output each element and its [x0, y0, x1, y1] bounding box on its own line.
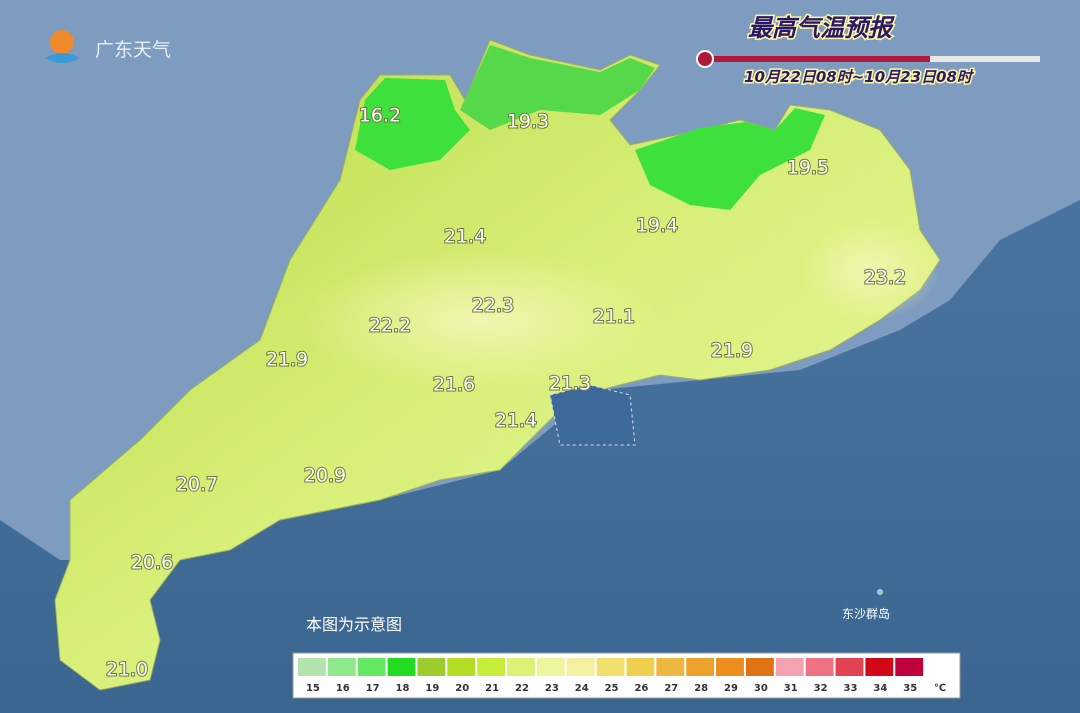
legend-swatch — [716, 658, 744, 676]
legend-label: 33 — [844, 683, 858, 694]
legend-label: 32 — [814, 683, 828, 694]
warm-area — [800, 220, 940, 320]
legend-swatch — [775, 658, 804, 676]
legend-swatch — [835, 658, 864, 676]
title-bar — [696, 50, 714, 68]
legend-label: 31 — [784, 683, 798, 694]
legend-label: 26 — [634, 683, 648, 694]
hong-kong-macau — [549, 384, 636, 446]
temperature-label: 21.3 — [549, 373, 591, 395]
temperature-label: 16.2 — [359, 105, 401, 127]
legend-label: 28 — [694, 683, 708, 694]
temperature-label: 20.7 — [176, 474, 218, 496]
temperature-label: 20.9 — [304, 465, 346, 487]
legend-label: 18 — [396, 683, 410, 694]
legend-swatch — [656, 658, 685, 676]
island — [877, 589, 883, 595]
legend-swatch — [387, 658, 416, 676]
legend-label: 35 — [903, 683, 917, 694]
temperature-label: 22.3 — [472, 295, 514, 317]
legend-swatch — [596, 658, 625, 676]
temperature-label: 21.4 — [444, 226, 486, 248]
cool-area — [460, 45, 655, 130]
temperature-label: 21.6 — [433, 374, 475, 396]
island-label: 东沙群岛 — [842, 606, 890, 621]
legend-label: 29 — [724, 683, 738, 694]
period: 10月22日08时~10月23日08时 — [744, 68, 975, 86]
legend-label: 19 — [425, 683, 439, 694]
temperature-label: 22.2 — [369, 315, 411, 337]
logo-text: 广东天气 — [95, 39, 171, 61]
legend-swatch — [417, 658, 446, 676]
legend-label: 30 — [754, 683, 768, 694]
temperature-label: 21.0 — [106, 659, 148, 681]
temperature-label: 21.1 — [593, 306, 635, 328]
legend-label: 24 — [575, 683, 589, 694]
legend-swatch — [805, 658, 834, 676]
legend-swatch — [895, 658, 924, 676]
cool-area — [635, 108, 825, 210]
legend-label: 23 — [545, 683, 559, 694]
temperature-label: 23.2 — [864, 267, 906, 289]
legend-swatch — [327, 658, 356, 676]
legend-swatch — [686, 658, 715, 676]
legend-label: 17 — [366, 683, 380, 694]
legend-label: 15 — [306, 683, 320, 694]
watermark: @广东天气 — [550, 672, 635, 692]
temperature-label: 20.6 — [131, 552, 173, 574]
temperature-label: 19.5 — [787, 157, 829, 179]
legend-label: 34 — [873, 683, 887, 694]
temperature-label: 21.4 — [495, 410, 537, 432]
legend-swatch — [447, 658, 476, 676]
logo-icon — [45, 53, 80, 63]
logo-icon — [50, 30, 74, 54]
legend-label: 25 — [605, 683, 619, 694]
legend-swatch — [536, 658, 565, 676]
temperature-label: 21.9 — [711, 340, 753, 362]
legend-swatch — [626, 658, 655, 676]
legend-swatch — [566, 658, 595, 676]
legend-swatch — [745, 658, 774, 676]
warm-area — [300, 250, 660, 390]
legend-unit: ℃ — [934, 683, 946, 694]
temperature-label: 21.9 — [266, 349, 308, 371]
legend-swatch — [477, 658, 506, 676]
legend-swatch — [865, 658, 894, 676]
temperature-label: 19.3 — [507, 111, 549, 133]
legend-swatch — [507, 658, 535, 676]
legend-label: 22 — [515, 683, 529, 694]
legend-swatch — [298, 658, 326, 676]
legend-label: 21 — [485, 683, 499, 694]
legend-label: 20 — [455, 683, 469, 694]
schematic-note: 本图为示意图 — [306, 615, 402, 634]
temperature-label: 19.4 — [636, 215, 678, 237]
legend-label: 27 — [664, 683, 678, 694]
map-title: 最高气温预报 — [748, 14, 895, 42]
legend-label: 16 — [336, 683, 350, 694]
cool-area — [355, 78, 470, 170]
legend-swatch — [357, 658, 386, 676]
